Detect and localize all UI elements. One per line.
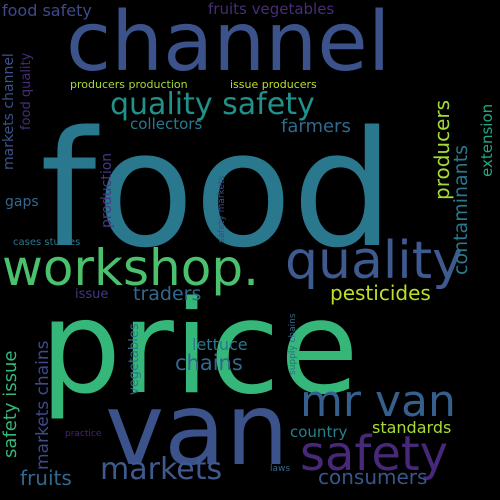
word-country: country [290, 423, 348, 441]
word-chains: chains [175, 351, 243, 375]
word-quality: quality [285, 231, 463, 291]
word-practice: practice [65, 429, 102, 439]
word-markets: markets [100, 452, 223, 487]
word-farmers: farmers [281, 116, 351, 137]
word-supply-chains: supply chains [288, 313, 298, 375]
word-lettuce: lettuce [192, 335, 248, 354]
word-markets-channel: markets channel [1, 53, 17, 170]
word-issue: issue [75, 287, 109, 302]
word-workshop: workshop. [2, 239, 259, 297]
word-gaps: gaps [5, 194, 39, 210]
word-producers: producers [430, 99, 454, 200]
word-contaminants: contaminants [450, 144, 472, 275]
word-safety: safety [300, 426, 449, 482]
word-van: van [105, 371, 289, 488]
word-fruits-markets: fruits [20, 466, 72, 490]
word-collectors: collectors [130, 115, 203, 133]
word-consumers: consumers [318, 465, 428, 489]
word-safety-issue: safety issue [0, 350, 21, 459]
word-production: production [99, 152, 115, 228]
word-quality-safety: quality safety [110, 87, 315, 122]
word-channel: channel [66, 0, 391, 90]
word-laws: laws [270, 464, 291, 474]
word-food: food [40, 96, 394, 283]
word-price: price [40, 274, 359, 423]
word-safety-markets: safety markets [217, 175, 227, 243]
word-food-quality: food quality [19, 52, 34, 130]
word-cases-studies: cases studies [13, 237, 81, 248]
word-issue-producers: issue producers [230, 78, 317, 91]
word-vegetables: vegetables [127, 323, 142, 395]
word-fruits-vegetables: fruits vegetables [208, 0, 335, 18]
word-producers-production: producers production [70, 78, 188, 91]
word-extension: extension [478, 103, 496, 177]
word-food-safety: food safety [2, 1, 92, 20]
word-standards: standards [372, 418, 452, 437]
word-traders: traders [133, 283, 202, 305]
word-pesticides: pesticides [330, 281, 431, 305]
word-mr-van: mr van [300, 376, 456, 427]
word-markets-chains: markets chains [33, 340, 53, 470]
